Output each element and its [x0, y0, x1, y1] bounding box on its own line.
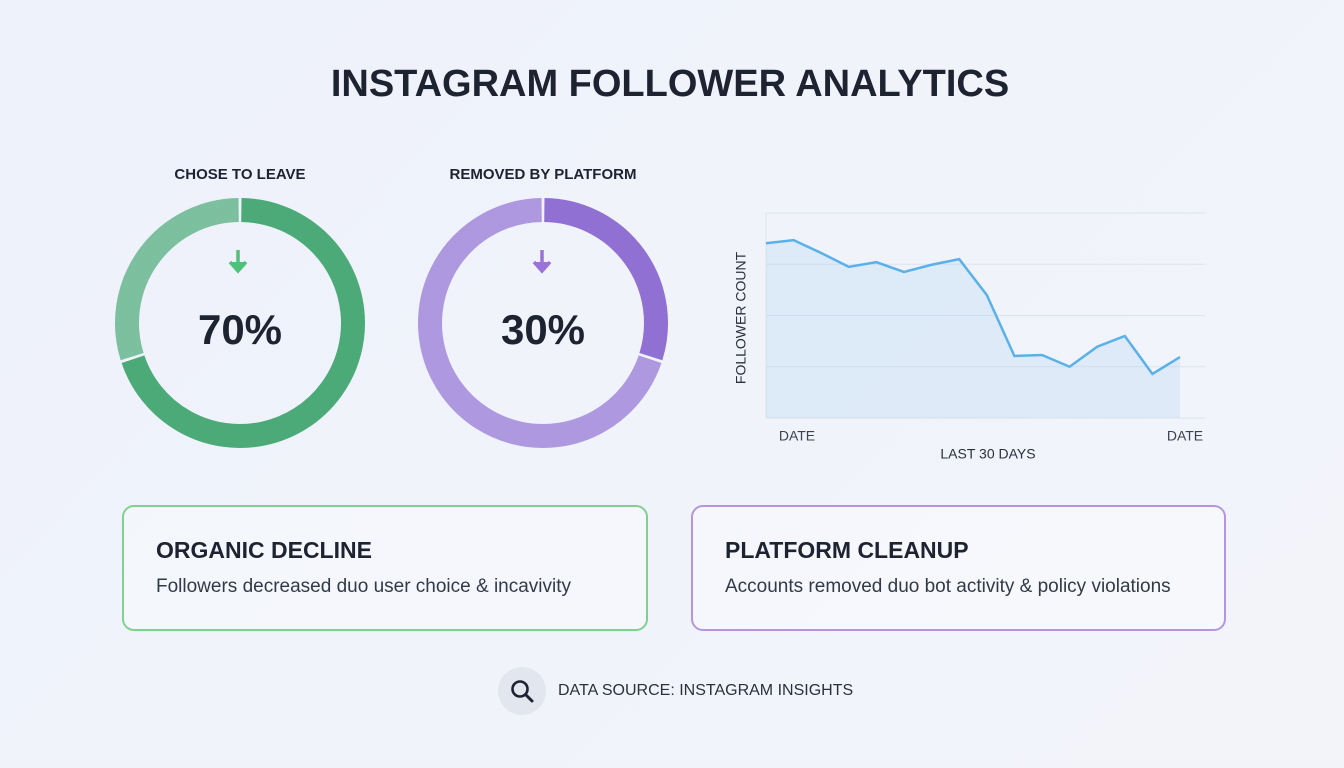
card-text: Followers decreased duo user choice & in…	[156, 576, 572, 597]
card-text: Accounts removed duo bot activity & poli…	[725, 576, 1171, 597]
search-icon	[498, 667, 546, 715]
x-tick-label: DATE	[1167, 428, 1203, 444]
card-title: PLATFORM CLEANUP	[725, 537, 969, 563]
x-axis-label: LAST 30 DAYS	[940, 446, 1035, 462]
search-glyph	[511, 680, 534, 703]
line-area	[766, 240, 1180, 418]
arrow-icon	[532, 250, 552, 274]
donut-title: REMOVED BY PLATFORM	[450, 166, 637, 183]
page-title: INSTAGRAM FOLLOWER ANALYTICS	[331, 63, 1009, 105]
card: PLATFORM CLEANUP Accounts removed duo bo…	[691, 505, 1226, 631]
card: ORGANIC DECLINE Followers decreased duo …	[122, 505, 648, 631]
donut-value-label: 70%	[198, 306, 282, 353]
line	[765, 238, 1181, 376]
donut-title: CHOSE TO LEAVE	[174, 166, 305, 183]
donut-value-label: 30%	[501, 306, 585, 353]
donut-track	[418, 198, 662, 448]
source: DATA SOURCE: INSTAGRAM INSIGHTS	[498, 667, 853, 715]
donut-arc	[121, 198, 365, 448]
x-tick-label: DATE	[779, 428, 815, 444]
card-title: ORGANIC DECLINE	[156, 537, 372, 563]
source-text: DATA SOURCE: INSTAGRAM INSIGHTS	[558, 682, 854, 699]
arrow-icon	[228, 250, 248, 274]
donut-track	[115, 198, 240, 361]
y-axis-label: FOLLOWER COUNT	[733, 251, 749, 384]
donut-arc	[543, 198, 668, 361]
